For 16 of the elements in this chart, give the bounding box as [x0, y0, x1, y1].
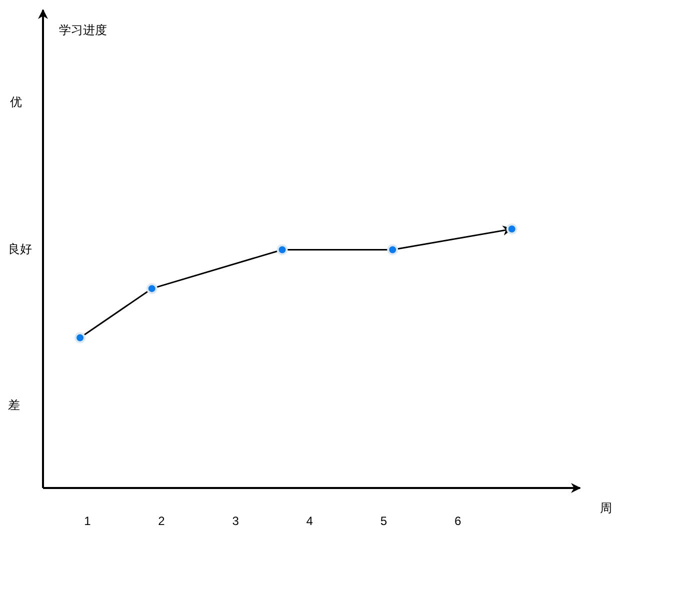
point [146, 283, 158, 294]
x-tick-label: 6 [454, 514, 462, 528]
x-tick-label: 1 [84, 514, 92, 528]
x-tick-label: 4 [306, 514, 314, 528]
text: 学习进度 [59, 23, 107, 37]
point [74, 332, 86, 344]
x-tick-label: 2 [158, 514, 166, 528]
x-tick-label: 3 [232, 514, 240, 528]
text: 良好 [8, 242, 32, 256]
point [387, 244, 398, 256]
x-axis-title: 周 [600, 501, 612, 515]
point [276, 244, 288, 256]
point [506, 224, 518, 234]
text: 优 [10, 95, 22, 109]
x-tick-label: 5 [380, 514, 388, 528]
text: 差 [8, 398, 20, 412]
